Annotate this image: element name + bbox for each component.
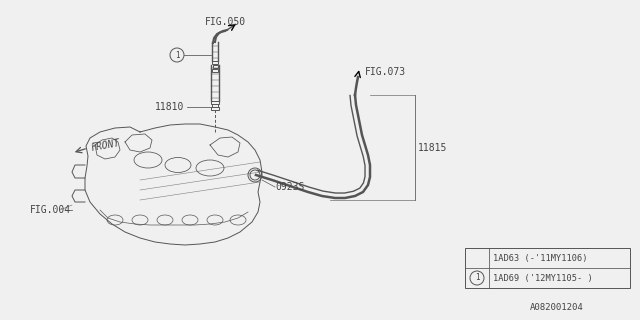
- Text: 1AD69 ('12MY1105- ): 1AD69 ('12MY1105- ): [493, 274, 593, 283]
- Text: FIG.004: FIG.004: [30, 205, 71, 215]
- Bar: [211, 107, 219, 110]
- Bar: [211, 101, 219, 104]
- Bar: [212, 69, 218, 72]
- Bar: [213, 65, 218, 68]
- Text: 1: 1: [475, 274, 479, 283]
- Text: A082001204: A082001204: [530, 303, 584, 313]
- Text: 11810: 11810: [155, 102, 184, 112]
- Text: 0923S: 0923S: [275, 182, 305, 192]
- Bar: [465, 248, 630, 288]
- Text: 1: 1: [175, 51, 179, 60]
- Bar: [212, 104, 218, 107]
- Text: 1AD63 (-'11MY1106): 1AD63 (-'11MY1106): [493, 253, 588, 262]
- Bar: [212, 61, 218, 64]
- Text: FIG.073: FIG.073: [365, 67, 406, 77]
- Text: 11815: 11815: [418, 143, 447, 153]
- Text: FIG.050: FIG.050: [205, 17, 246, 27]
- Text: FRONT: FRONT: [90, 138, 121, 152]
